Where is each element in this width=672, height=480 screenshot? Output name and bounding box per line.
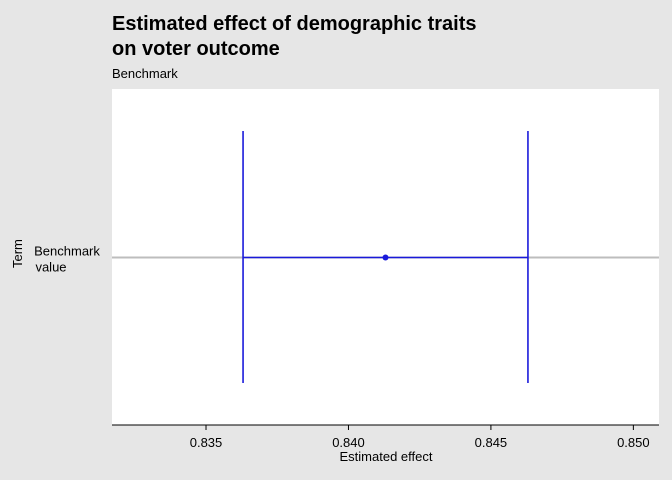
x-tick-label: 0.845: [475, 435, 508, 450]
x-tick-label: 0.840: [332, 435, 365, 450]
y-tick-label: Benchmark value: [34, 244, 100, 275]
y-tick-label-line: Benchmark: [34, 244, 100, 259]
estimate-point: [382, 254, 389, 261]
y-tick-label-line: value: [35, 260, 66, 275]
x-tick-label: 0.850: [617, 435, 650, 450]
chart-title: Estimated effect of demographic traits o…: [112, 13, 477, 60]
x-axis-label: Estimated effect: [339, 449, 433, 464]
chart-subtitle: Benchmark: [112, 66, 178, 81]
x-tick-label: 0.835: [190, 435, 223, 450]
